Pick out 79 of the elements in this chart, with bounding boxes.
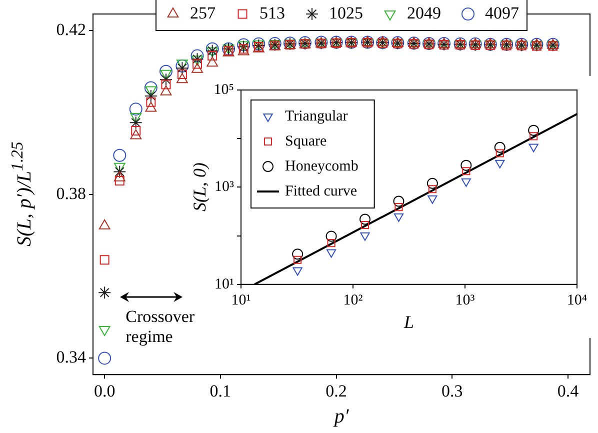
y-tick-label: 10³ (214, 179, 234, 196)
point (494, 142, 506, 153)
point (528, 144, 538, 152)
point (530, 132, 538, 140)
x-tick-label: 0.2 (326, 381, 347, 400)
point (294, 256, 302, 264)
point (144, 81, 158, 94)
annotation: Crossover regime (126, 306, 196, 347)
x-axis-title: L (402, 312, 414, 332)
point (114, 176, 124, 186)
point (460, 160, 472, 171)
x-tick-label: 0.4 (557, 381, 580, 400)
point (360, 214, 371, 225)
point (176, 73, 188, 84)
point (146, 97, 156, 107)
point (98, 286, 112, 300)
point (393, 196, 404, 207)
x-tick-label: 0.0 (94, 381, 116, 400)
legend-label: 257 (190, 3, 216, 22)
point (130, 112, 142, 123)
x-tick-label: 10¹ (231, 292, 251, 308)
point (190, 52, 204, 66)
point (423, 37, 435, 48)
point (360, 220, 370, 230)
point (98, 352, 112, 365)
point (496, 149, 504, 158)
point (159, 73, 172, 86)
y-tick-label: 0.42 (56, 20, 86, 39)
point (192, 62, 203, 73)
point (100, 255, 110, 265)
y-tick-label: 10¹ (214, 276, 234, 292)
y-axis-title: S(L, 0) (190, 162, 210, 212)
point (428, 185, 436, 194)
legend-label: Triangular (285, 108, 348, 124)
point (428, 195, 438, 204)
point (129, 116, 142, 130)
point (208, 51, 218, 61)
legend-label: Square (285, 133, 327, 150)
x-tick-label: 0.3 (442, 381, 463, 400)
legend-label: 513 (260, 3, 285, 22)
legend-label: 4097 (485, 3, 520, 22)
point (144, 89, 158, 102)
point (192, 59, 202, 69)
point (177, 69, 187, 79)
point (190, 49, 204, 62)
point (426, 178, 438, 189)
legend-label: Honeycomb (285, 158, 358, 174)
point (495, 160, 505, 168)
point (113, 165, 126, 178)
y-tick-label: 0.34 (56, 348, 86, 367)
point (326, 230, 337, 242)
point (131, 126, 141, 136)
y-tick-label: 10⁵ (214, 82, 234, 98)
legend-label: 1025 (329, 3, 363, 22)
point (292, 248, 304, 260)
x-axis-title: p′ (332, 405, 350, 428)
point (327, 238, 336, 248)
legend-label: Fitted curve (285, 183, 358, 200)
legend-label: 2049 (407, 3, 441, 22)
point (113, 148, 126, 162)
x-tick-label: 0.1 (210, 381, 232, 400)
point (160, 85, 172, 96)
point (394, 213, 404, 222)
x-tick-label: 10³ (455, 292, 476, 308)
point (292, 267, 302, 276)
point (129, 102, 142, 116)
point (360, 232, 370, 241)
point (98, 326, 110, 336)
point (394, 203, 403, 212)
x-tick-label: 10² (343, 292, 364, 308)
point (326, 249, 336, 258)
point (161, 80, 171, 90)
y-tick-label: 0.38 (56, 184, 86, 203)
point (461, 178, 471, 187)
point (462, 167, 470, 176)
x-tick-label: 10⁴ (566, 292, 588, 308)
point (528, 124, 540, 136)
point (206, 56, 218, 67)
point (145, 102, 157, 112)
